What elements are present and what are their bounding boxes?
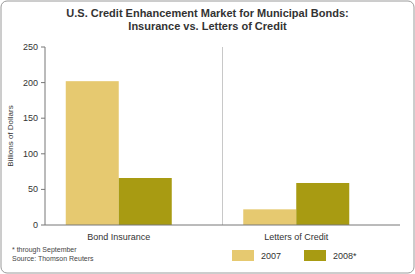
- y-axis-label: Billions of Dollars: [6, 105, 15, 166]
- y-tick: [41, 82, 45, 83]
- title: U.S. Credit Enhancement Market for Munic…: [66, 7, 348, 19]
- x-axis: [45, 225, 400, 226]
- chart: U.S. Credit Enhancement Market for Munic…: [0, 0, 415, 274]
- bars: [66, 81, 350, 225]
- y-tick-label: 0: [33, 220, 38, 230]
- y-tick-label: 50: [28, 184, 38, 194]
- y-tick-label: 100: [23, 149, 38, 159]
- annotation: * through September: [12, 246, 77, 254]
- bar: [66, 81, 119, 225]
- y-tick: [41, 118, 45, 119]
- x-tick-label: Letters of Credit: [264, 232, 329, 242]
- y-tick-label: 250: [23, 42, 38, 52]
- legend-label: 2007: [261, 251, 281, 261]
- y-tick: [41, 225, 45, 226]
- y-tick-label: 150: [23, 113, 38, 123]
- y-tick-label: 200: [23, 78, 38, 88]
- legend-swatch: [232, 250, 254, 261]
- y-tick: [41, 47, 45, 48]
- bar: [243, 209, 296, 225]
- frame: [1, 1, 414, 273]
- y-tick: [41, 153, 45, 154]
- bar: [296, 183, 349, 225]
- x-tick-label: Bond Insurance: [87, 232, 150, 242]
- legend-swatch: [304, 250, 326, 261]
- bar: [119, 178, 172, 225]
- annotation: Source: Thomson Reuters: [12, 255, 94, 262]
- legend-label: 2008*: [333, 251, 357, 261]
- y-axis: [45, 47, 46, 225]
- y-tick: [41, 189, 45, 190]
- subtitle: Insurance vs. Letters of Credit: [128, 20, 287, 32]
- category-divider: [222, 47, 223, 225]
